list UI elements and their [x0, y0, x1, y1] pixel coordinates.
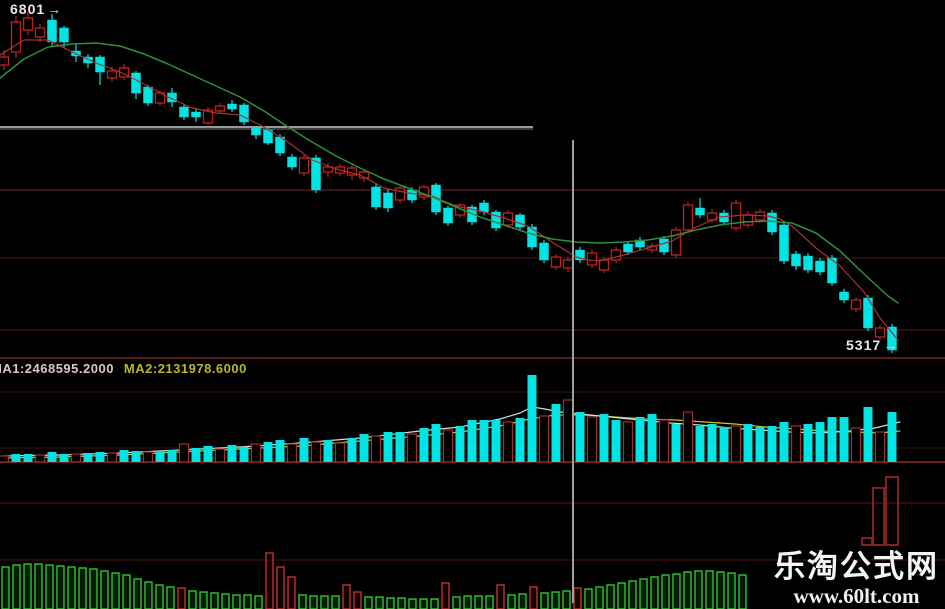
trough-price-value: 5317 — [846, 337, 882, 353]
volume-ma2-label: MA2:2131978.6000 — [123, 361, 247, 376]
peak-price-label: 6801 → — [10, 2, 62, 16]
watermark: 乐淘公式网 www.60lt.com — [774, 550, 939, 608]
watermark-site-name: 乐淘公式网 — [774, 549, 939, 585]
right-arrow-icon: → — [883, 337, 899, 353]
volume-ma-header: MA1:2468595.2000 MA2:2131978.6000 — [0, 361, 247, 376]
volume-ma1-label: MA1:2468595.2000 — [0, 361, 114, 376]
peak-price-value: 6801 — [10, 1, 46, 17]
right-arrow-icon: → — [47, 1, 63, 17]
trough-price-label: 5317 → — [846, 338, 898, 352]
watermark-site-url: www.60lt.com — [793, 584, 920, 608]
